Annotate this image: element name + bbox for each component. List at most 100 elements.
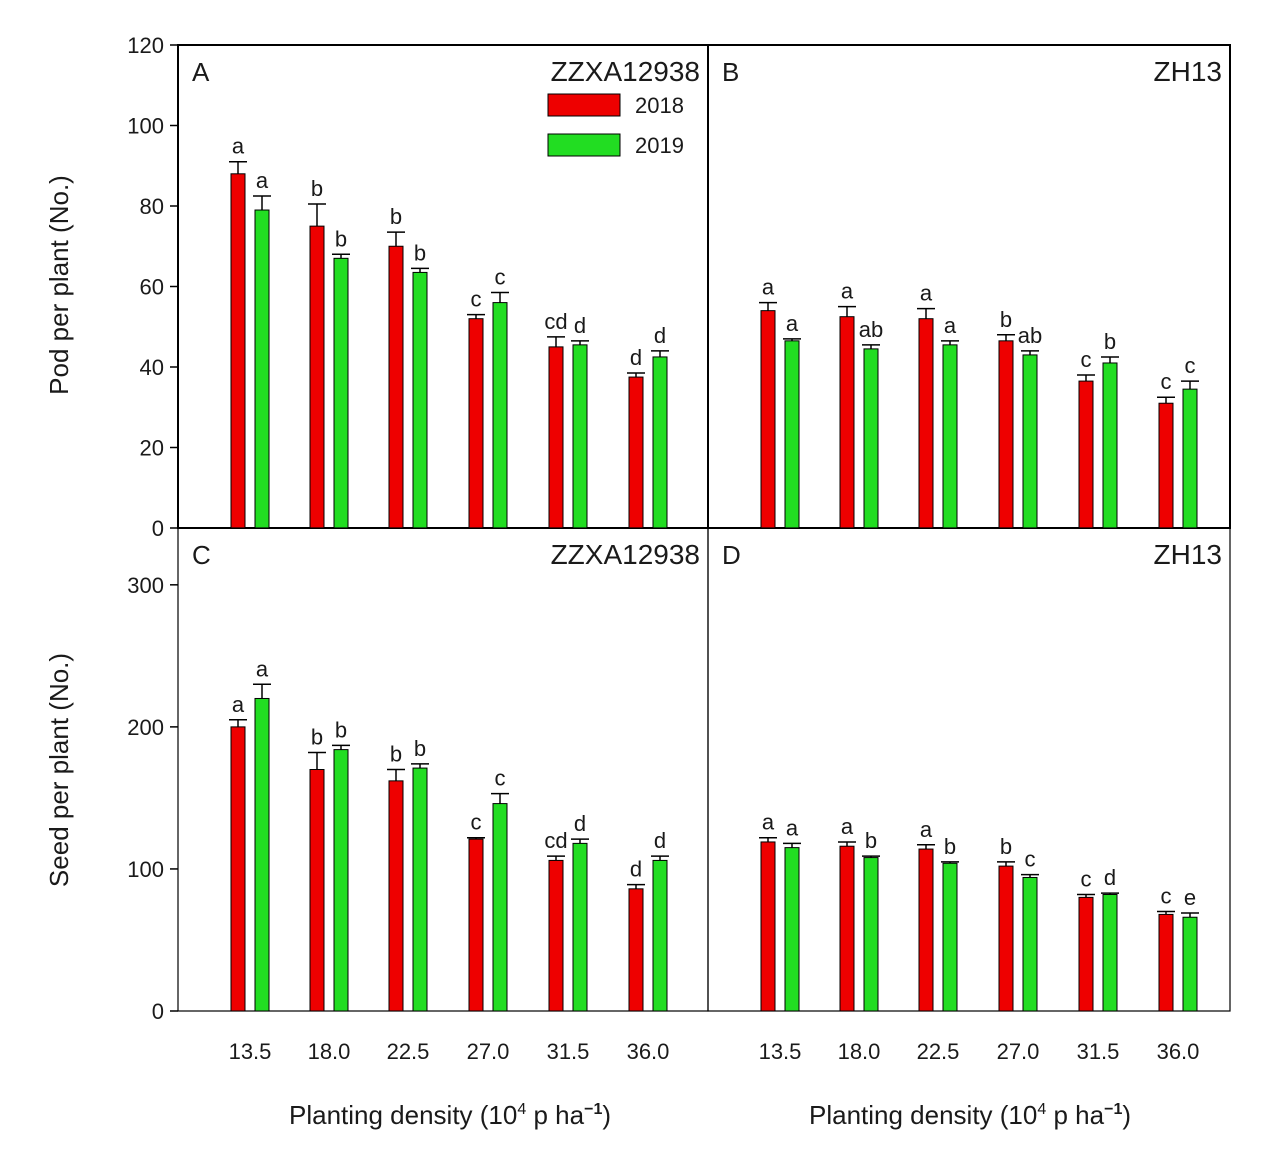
panel-letter: C [192, 540, 211, 570]
significance-letter: d [654, 323, 666, 348]
bar-2019-27.0 [1022, 354, 1038, 529]
bar-2018-13.5 [230, 173, 246, 529]
significance-letter: b [335, 717, 347, 742]
significance-letter: ab [1018, 323, 1042, 348]
significance-letter: b [390, 742, 402, 767]
bar-2019-36.0 [1182, 916, 1198, 1012]
x-tick-label: 18.0 [308, 1039, 351, 1064]
significance-letter: c [1185, 353, 1196, 378]
significance-letter: c [471, 810, 482, 835]
bar-2019-27.0 [1022, 876, 1038, 1012]
significance-letter: ab [859, 317, 883, 342]
x-tick-label: 27.0 [467, 1039, 510, 1064]
significance-letter: a [232, 692, 245, 717]
significance-letter: e [1184, 885, 1196, 910]
bar-2018-18.0 [839, 316, 855, 529]
significance-letter: c [495, 265, 506, 290]
panel-letter: B [722, 57, 739, 87]
x-tick-label: 13.5 [229, 1039, 272, 1064]
y-tick-label: 300 [127, 573, 164, 598]
significance-letter: d [574, 313, 586, 338]
x-tick-label: 36.0 [627, 1039, 670, 1064]
bar-2019-31.5 [572, 842, 588, 1012]
bar-2019-36.0 [652, 859, 668, 1012]
y-tick-label: 100 [127, 114, 164, 139]
bar-2018-31.5 [548, 346, 564, 529]
significance-letter: d [1104, 865, 1116, 890]
panel-letter: D [722, 540, 741, 570]
significance-letter: b [311, 176, 323, 201]
x-axis-title-right: Planting density (104 p ha−1) [809, 1100, 1131, 1130]
x-tick-label: 31.5 [547, 1039, 590, 1064]
x-axis-title-left: Planting density (104 p ha−1) [289, 1100, 611, 1130]
bar-2019-36.0 [1182, 388, 1198, 529]
y-tick-label: 100 [127, 857, 164, 882]
significance-letter: d [574, 811, 586, 836]
y-tick-label: 80 [140, 194, 164, 219]
bar-2019-13.5 [784, 847, 800, 1012]
significance-letter: cd [544, 828, 567, 853]
bar-2018-18.0 [839, 845, 855, 1012]
bar-2019-27.0 [492, 302, 508, 529]
bar-2018-22.5 [918, 848, 934, 1012]
bar-2018-22.5 [388, 245, 404, 529]
significance-letter: b [1000, 834, 1012, 859]
significance-letter: a [920, 817, 933, 842]
significance-letter: b [1104, 329, 1116, 354]
significance-letter: d [630, 345, 642, 370]
panel-title: ZH13 [1154, 56, 1222, 87]
bar-2019-22.5 [942, 862, 958, 1012]
bar-2018-13.5 [760, 841, 776, 1012]
legend: 2018 2019 [547, 93, 684, 158]
bar-2019-22.5 [412, 767, 428, 1012]
bar-2018-36.0 [1158, 913, 1174, 1012]
x-tick-label: 22.5 [387, 1039, 430, 1064]
panel-title: ZZXA12938 [551, 539, 700, 570]
significance-letter: c [1025, 847, 1036, 872]
x-tick-label: 13.5 [759, 1039, 802, 1064]
bar-2019-13.5 [254, 697, 270, 1012]
bar-2018-31.5 [1078, 896, 1094, 1012]
significance-letter: a [841, 814, 854, 839]
bar-2018-18.0 [309, 769, 325, 1012]
significance-letter: d [630, 857, 642, 882]
bar-2018-27.0 [998, 865, 1014, 1012]
significance-letter: a [256, 656, 269, 681]
legend-label-2018: 2018 [635, 93, 684, 118]
bar-2018-18.0 [309, 225, 325, 529]
significance-letter: d [654, 828, 666, 853]
significance-letter: a [944, 313, 957, 338]
bar-2019-18.0 [333, 257, 349, 529]
significance-letter: a [256, 168, 269, 193]
bar-2019-13.5 [254, 209, 270, 529]
x-tick-label: 31.5 [1077, 1039, 1120, 1064]
bar-2018-31.5 [1078, 380, 1094, 529]
significance-letter: b [944, 834, 956, 859]
significance-letter: b [1000, 307, 1012, 332]
bar-2018-31.5 [548, 859, 564, 1012]
panel-letter: A [192, 57, 210, 87]
significance-letter: cd [544, 309, 567, 334]
y-axis-title-seed: Seed per plant (No.) [44, 653, 74, 887]
bar-2018-36.0 [628, 376, 644, 529]
bar-2019-36.0 [652, 356, 668, 529]
significance-letter: a [762, 275, 775, 300]
y-tick-label: 40 [140, 355, 164, 380]
significance-letter: a [232, 134, 245, 159]
panel-title: ZH13 [1154, 539, 1222, 570]
significance-letter: c [495, 766, 506, 791]
y-tick-label: 20 [140, 436, 164, 461]
bar-2019-18.0 [863, 857, 879, 1012]
bar-2018-13.5 [230, 726, 246, 1012]
bar-2019-18.0 [333, 749, 349, 1012]
y-tick-label: 0 [152, 999, 164, 1024]
significance-letter: a [786, 311, 799, 336]
bar-2019-13.5 [784, 340, 800, 529]
bar-2018-36.0 [628, 888, 644, 1012]
bar-2019-27.0 [492, 803, 508, 1012]
bar-2018-22.5 [918, 318, 934, 529]
